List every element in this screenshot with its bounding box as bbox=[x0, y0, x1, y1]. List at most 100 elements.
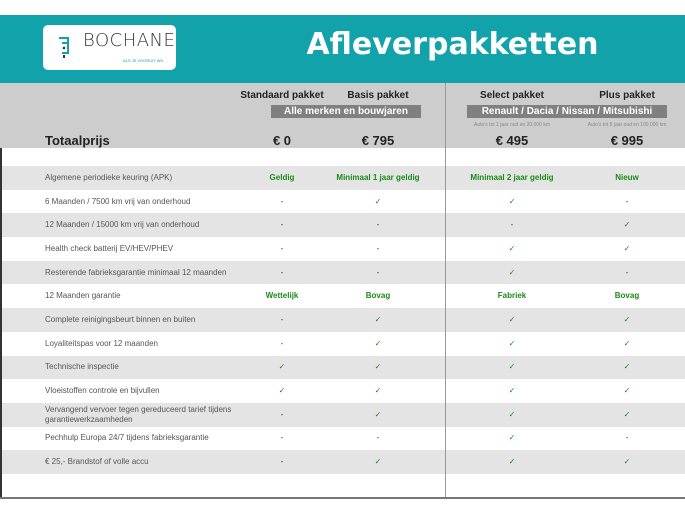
check-icon: ✓ bbox=[623, 457, 631, 467]
group-label-left: Alle merken en bouwjaren bbox=[271, 105, 421, 118]
logo-brand: BOCHANE bbox=[83, 30, 176, 51]
check-icon: ✓ bbox=[508, 409, 516, 419]
column-divider bbox=[445, 83, 446, 498]
package-name: Select pakket bbox=[480, 90, 544, 101]
package-price: € 995 bbox=[610, 133, 644, 148]
page-title: Afleverpakketten bbox=[306, 27, 599, 62]
dash-cell: - bbox=[376, 220, 380, 230]
row-label: Complete reinigingsbeurt binnen en buite… bbox=[45, 314, 196, 324]
check-icon: ✓ bbox=[623, 220, 631, 230]
package-price: € 795 bbox=[361, 133, 395, 148]
total-label: Totaalprijs bbox=[45, 133, 110, 148]
bottom-border bbox=[0, 497, 685, 499]
row-label: 6 Maanden / 7500 km vrij van onderhoud bbox=[45, 196, 191, 206]
package-note: Auto's tot 1 jaar oud en 20.000 km bbox=[473, 122, 550, 128]
check-icon: ✓ bbox=[623, 314, 631, 324]
row-label: 12 Maanden garantie bbox=[45, 291, 121, 301]
dash-cell: - bbox=[280, 433, 284, 443]
row-label: Vervangend vervoer tegen gereduceerd tar… bbox=[45, 404, 232, 424]
value-cell: Wettelijk bbox=[265, 291, 299, 301]
left-border bbox=[0, 148, 2, 498]
table-row: Complete reinigingsbeurt binnen en buite… bbox=[0, 308, 685, 332]
check-icon: ✓ bbox=[508, 196, 516, 206]
table-row: € 25,- Brandstof of volle accu - ✓ ✓ ✓ bbox=[0, 450, 685, 474]
logo-icon bbox=[59, 37, 69, 58]
dash-cell: - bbox=[280, 196, 284, 206]
check-icon: ✓ bbox=[374, 338, 382, 348]
check-icon: ✓ bbox=[623, 338, 631, 348]
value-cell: Fabriek bbox=[497, 291, 527, 301]
table-row: Technische inspectie ✓ ✓ ✓ ✓ bbox=[0, 355, 685, 380]
table-row: 12 Maanden / 15000 km vrij van onderhoud… bbox=[0, 213, 685, 238]
bochane-logo: BOCHANE ALS JE VOORUIT WIL bbox=[43, 25, 176, 70]
check-icon: ✓ bbox=[508, 338, 516, 348]
value-cell: Geldig bbox=[269, 172, 295, 182]
check-icon: ✓ bbox=[508, 243, 516, 253]
check-icon: ✓ bbox=[508, 457, 516, 467]
package-price: € 0 bbox=[272, 133, 292, 148]
dash-cell: - bbox=[625, 433, 629, 443]
check-icon: ✓ bbox=[278, 362, 286, 372]
table-row: 6 Maanden / 7500 km vrij van onderhoud - ✓… bbox=[0, 190, 685, 214]
comparison-table: Algemene periodieke keuring (APK) Geldig M… bbox=[0, 166, 685, 474]
value-cell: Bovag bbox=[614, 291, 640, 301]
value-cell: Nieuw bbox=[615, 172, 639, 182]
package-note: Auto's tot 5 jaar oud en 100.000 km bbox=[587, 122, 667, 128]
table-row: Health check batterij EV/HEV/PHEV - - ✓ ✓ bbox=[0, 237, 685, 261]
dash-cell: - bbox=[280, 267, 284, 277]
check-icon: ✓ bbox=[623, 243, 631, 253]
package-name: Plus pakket bbox=[599, 90, 655, 101]
table-row: Algemene periodieke keuring (APK) Geldig M… bbox=[0, 166, 685, 190]
dash-cell: - bbox=[510, 220, 514, 230]
package-price: € 495 bbox=[495, 133, 529, 148]
package-name: Standaard pakket bbox=[240, 90, 324, 101]
check-icon: ✓ bbox=[278, 386, 286, 396]
row-label: Pechhulp Europa 24/7 tijdens fabrieksgar… bbox=[45, 433, 209, 443]
row-label: € 25,- Brandstof of volle accu bbox=[45, 457, 149, 467]
dash-cell: - bbox=[376, 243, 380, 253]
check-icon: ✓ bbox=[508, 267, 516, 277]
dash-cell: - bbox=[280, 409, 284, 419]
check-icon: ✓ bbox=[374, 457, 382, 467]
dash-cell: - bbox=[625, 196, 629, 206]
check-icon: ✓ bbox=[508, 386, 516, 396]
row-label: Resterende fabrieksgarantie minimaal 12 … bbox=[45, 267, 227, 277]
table-row: Pechhulp Europa 24/7 tijdens fabrieksgar… bbox=[0, 427, 685, 451]
check-icon: ✓ bbox=[374, 386, 382, 396]
value-cell: Bovag bbox=[365, 291, 391, 301]
check-icon: ✓ bbox=[374, 362, 382, 372]
header-banner: BOCHANE ALS JE VOORUIT WIL Afleverpakket… bbox=[0, 15, 685, 83]
dash-cell: - bbox=[280, 243, 284, 253]
dash-cell: - bbox=[376, 433, 380, 443]
table-row: Resterende fabrieksgarantie minimaal 12 … bbox=[0, 260, 685, 285]
row-label: 12 Maanden / 15000 km vrij van onderhoud bbox=[45, 220, 200, 230]
dash-cell: - bbox=[625, 267, 629, 277]
check-icon: ✓ bbox=[374, 314, 382, 324]
package-name: Basis pakket bbox=[347, 90, 409, 101]
value-cell: Minimaal 1 jaar geldig bbox=[336, 172, 420, 182]
group-label-right: Renault / Dacia / Nissan / Mitsubishi bbox=[467, 105, 667, 118]
check-icon: ✓ bbox=[374, 409, 382, 419]
row-label: Loyaliteitspas voor 12 maanden bbox=[45, 338, 158, 348]
dash-cell: - bbox=[280, 457, 284, 467]
dash-cell: - bbox=[280, 314, 284, 324]
check-icon: ✓ bbox=[374, 196, 382, 206]
check-icon: ✓ bbox=[508, 362, 516, 372]
dash-cell: - bbox=[280, 338, 284, 348]
row-label: Technische inspectie bbox=[45, 362, 119, 372]
row-label: Algemene periodieke keuring (APK) bbox=[45, 172, 173, 182]
check-icon: ✓ bbox=[508, 314, 516, 324]
check-icon: ✓ bbox=[623, 362, 631, 372]
table-row: 12 Maanden garantie Wettelijk Bovag Fabriek… bbox=[0, 284, 685, 308]
dash-cell: - bbox=[280, 220, 284, 230]
table-row: Loyaliteitspas voor 12 maanden - ✓ ✓ ✓ bbox=[0, 332, 685, 356]
logo-tagline: ALS JE VOORUIT WIL bbox=[123, 58, 164, 63]
check-icon: ✓ bbox=[508, 433, 516, 443]
table-row: Vloeistoffen controle en bijvullen ✓ ✓ ✓ ✓ bbox=[0, 379, 685, 403]
dash-cell: - bbox=[376, 267, 380, 277]
row-label: Health check batterij EV/HEV/PHEV bbox=[45, 243, 174, 253]
value-cell: Minimaal 2 jaar geldig bbox=[470, 172, 554, 182]
table-row: Vervangend vervoer tegen gereduceerd tar… bbox=[0, 402, 685, 427]
check-icon: ✓ bbox=[623, 386, 631, 396]
check-icon: ✓ bbox=[623, 409, 631, 419]
